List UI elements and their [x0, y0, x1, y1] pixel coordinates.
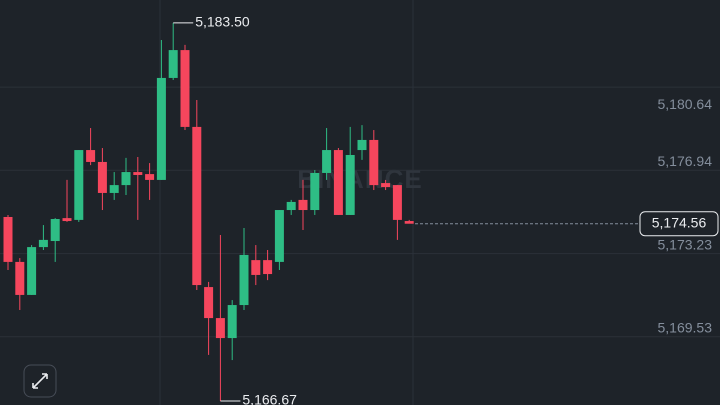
last-price-label: 5,174.56: [652, 214, 707, 230]
candle-body: [133, 172, 143, 175]
candle-body: [97, 161, 107, 193]
candle-body: [121, 172, 131, 186]
candle-body: [263, 260, 273, 275]
candle-body: [239, 254, 249, 306]
expand-button[interactable]: [23, 364, 57, 398]
candle-body: [50, 219, 60, 242]
candle-body: [62, 218, 72, 222]
last-price-box: [639, 211, 719, 237]
candle-body: [333, 150, 343, 215]
y-tick-label: 5,169.53: [658, 319, 713, 335]
candle-body: [204, 287, 214, 319]
candle-body: [274, 210, 284, 262]
candle-body: [298, 199, 308, 211]
candle-body: [322, 150, 332, 173]
low-label: 5,166.67: [242, 392, 297, 405]
expand-frame[interactable]: [23, 364, 57, 398]
candle-body: [369, 139, 379, 186]
candle-body: [180, 50, 190, 127]
candle-body: [357, 139, 367, 151]
candle-body: [109, 185, 119, 193]
candle-body: [392, 185, 402, 220]
candle-body: [145, 174, 155, 180]
candle-body: [345, 154, 355, 215]
candle-body: [227, 305, 237, 339]
y-tick-label: 5,180.64: [658, 96, 713, 112]
candle-body: [251, 260, 261, 275]
y-tick-label: 5,176.94: [658, 153, 713, 169]
candle-body: [3, 216, 13, 262]
high-label: 5,183.50: [195, 14, 250, 30]
candle-body: [27, 247, 37, 295]
candle-body: [168, 50, 178, 78]
y-tick-label: 5,173.23: [658, 236, 713, 252]
expand-icon[interactable]: [32, 373, 48, 389]
candle-body: [74, 150, 84, 220]
candle-body: [86, 150, 96, 162]
candle-body: [156, 77, 166, 180]
candle-body: [38, 239, 48, 248]
candle-body: [15, 261, 25, 295]
candle-body: [404, 221, 414, 224]
candle-body: [286, 201, 296, 211]
candle-body: [310, 172, 320, 211]
candle-body: [192, 126, 202, 286]
candle-body: [215, 318, 225, 339]
candle-body: [381, 183, 391, 188]
